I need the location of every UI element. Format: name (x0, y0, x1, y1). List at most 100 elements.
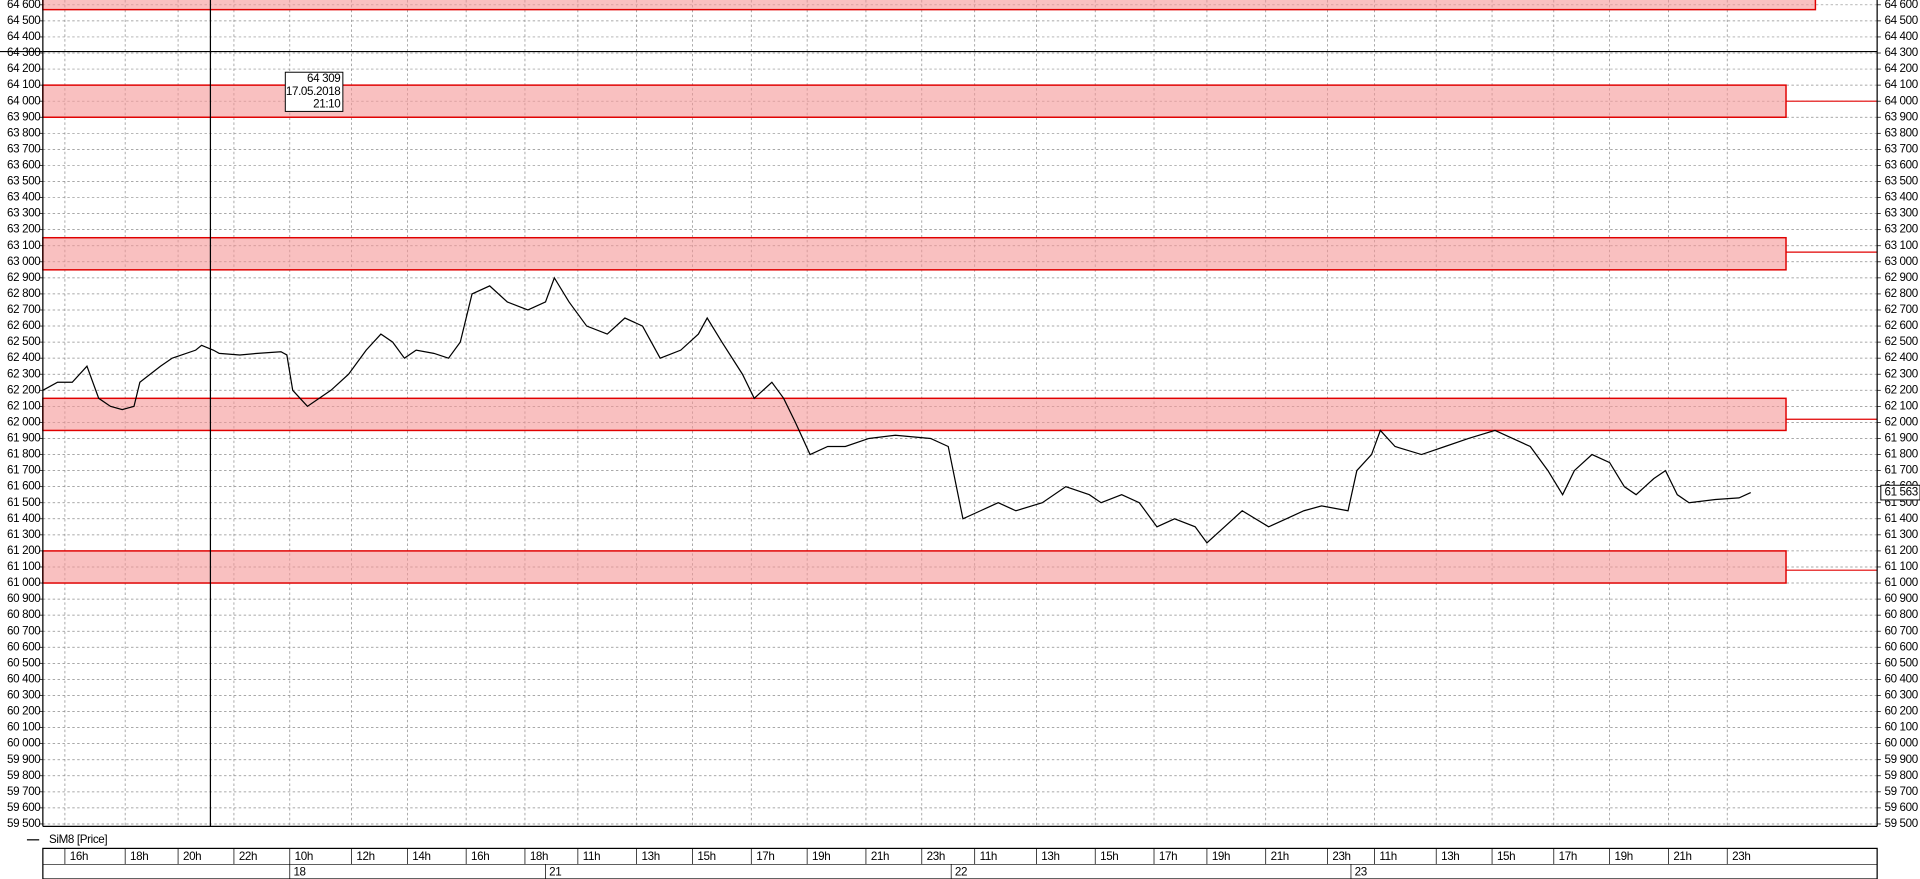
tooltip-date: 17.05.2018 (286, 85, 341, 98)
y2-tick-label: 60 400 (1884, 672, 1918, 685)
axes: SiM8 [Price] 59 500 59 500 59 600 59 600 59 … (7, 0, 1920, 879)
y2-tick-label: 61 300 (1884, 528, 1918, 541)
x-tick-label: 16h (471, 850, 489, 863)
date-tick-label: 18 (293, 865, 305, 878)
y-tick-label: 61 600 (7, 480, 41, 493)
y-tick-label: 64 200 (7, 62, 41, 75)
y-tick-label: 62 600 (7, 319, 41, 332)
y2-tick-label: 60 900 (1884, 592, 1918, 605)
y-tick-label: 60 900 (7, 592, 41, 605)
legend-label: SiM8 [Price] (49, 833, 107, 846)
x-tick-label: 11h (1379, 850, 1396, 863)
y-tick-label: 60 600 (7, 640, 41, 653)
x-tick-label: 14h (412, 850, 430, 863)
y-tick-label: 63 300 (7, 207, 41, 220)
y2-tick-label: 63 800 (1884, 126, 1918, 139)
zone (42, 550, 1787, 584)
y2-tick-label: 64 300 (1884, 46, 1918, 59)
y-tick-label: 59 500 (7, 817, 41, 830)
y2-tick-label: 62 700 (1884, 303, 1918, 316)
y2-tick-label: 61 700 (1884, 464, 1918, 477)
y-tick-label: 62 400 (7, 351, 41, 364)
y2-tick-label: 59 600 (1884, 801, 1918, 814)
y-tick-label: 60 400 (7, 672, 41, 685)
x-tick-label: 19h (1615, 850, 1633, 863)
y2-tick-label: 64 600 (1884, 0, 1918, 11)
y2-tick-label: 63 900 (1884, 110, 1918, 123)
y2-tick-label: 64 200 (1884, 62, 1918, 75)
y2-tick-label: 63 600 (1884, 159, 1918, 172)
x-tick-label: 18h (130, 850, 148, 863)
y2-tick-label: 64 100 (1884, 78, 1918, 91)
zones (42, 0, 1878, 584)
y2-tick-label: 61 000 (1884, 576, 1918, 589)
y-tick-label: 63 600 (7, 159, 41, 172)
x-tick-label: 22h (239, 850, 257, 863)
y-tick-label: 62 300 (7, 367, 41, 380)
x-tick-label: 18h (530, 850, 548, 863)
x-tick-label: 23h (1332, 850, 1350, 863)
y-tick-label: 61 100 (7, 560, 41, 573)
x-tick-label: 11h (583, 850, 600, 863)
y-tick-label: 62 000 (7, 415, 41, 428)
y-tick-label: 63 000 (7, 255, 41, 268)
y-tick-label: 60 000 (7, 737, 41, 750)
y-tick-label: 63 100 (7, 239, 41, 252)
x-tick-label: 16h (70, 850, 88, 863)
y2-tick-label: 61 800 (1884, 448, 1918, 461)
last-price-label: 61 563 (1884, 486, 1917, 499)
y2-tick-label: 59 700 (1884, 785, 1918, 798)
y2-tick-label: 63 200 (1884, 223, 1918, 236)
x-tick-label: 17h (1559, 850, 1577, 863)
y2-tick-label: 61 400 (1884, 512, 1918, 525)
x-tick-label: 10h (295, 850, 313, 863)
y-tick-label: 62 100 (7, 399, 41, 412)
y-tick-label: 62 700 (7, 303, 41, 316)
time-axis-frame (42, 847, 1878, 879)
last-price-box (1880, 484, 1920, 501)
y-tick-label: 61 500 (7, 496, 41, 509)
y-tick-label: 64 100 (7, 78, 41, 91)
x-tick-label: 21h (1673, 850, 1691, 863)
y-tick-label: 60 100 (7, 721, 41, 734)
date-tick-label: 22 (955, 865, 967, 878)
y2-tick-label: 62 200 (1884, 383, 1918, 396)
x-tick-label: 20h (183, 850, 201, 863)
date-tick-label: 23 (1355, 865, 1367, 878)
x-tick-label: 13h (642, 850, 660, 863)
y-tick-label: 61 700 (7, 464, 41, 477)
x-tick-label: 13h (1441, 850, 1459, 863)
crosshair-tooltip (284, 71, 344, 112)
y2-tick-label: 62 500 (1884, 335, 1918, 348)
y-tick-label: 62 900 (7, 271, 41, 284)
y-tick-label: 60 200 (7, 705, 41, 718)
x-tick-label: 21h (871, 850, 889, 863)
y-tick-label: 59 900 (7, 753, 41, 766)
y-tick-label: 62 800 (7, 287, 41, 300)
x-tick-label: 12h (356, 850, 374, 863)
y2-tick-label: 62 300 (1884, 367, 1918, 380)
y2-tick-label: 59 800 (1884, 769, 1918, 782)
y-tick-label: 59 700 (7, 785, 41, 798)
y2-tick-label: 62 000 (1884, 415, 1918, 428)
y-tick-label: 61 200 (7, 544, 41, 557)
x-tick-label: 17h (756, 850, 774, 863)
x-tick-label: 19h (1212, 850, 1230, 863)
y2-tick-label: 63 300 (1884, 207, 1918, 220)
y-tick-label: 64 000 (7, 94, 41, 107)
x-tick-label: 11h (980, 850, 997, 863)
zone (42, 0, 1817, 11)
y2-tick-label: 62 800 (1884, 287, 1918, 300)
x-tick-label: 15h (1497, 850, 1515, 863)
x-tick-label: 13h (1041, 850, 1059, 863)
y-tick-label: 63 800 (7, 126, 41, 139)
y2-tick-label: 63 000 (1884, 255, 1918, 268)
y-tick-label: 62 500 (7, 335, 41, 348)
y-tick-label: 61 800 (7, 448, 41, 461)
y-tick-label: 60 700 (7, 624, 41, 637)
y2-tick-label: 60 600 (1884, 640, 1918, 653)
